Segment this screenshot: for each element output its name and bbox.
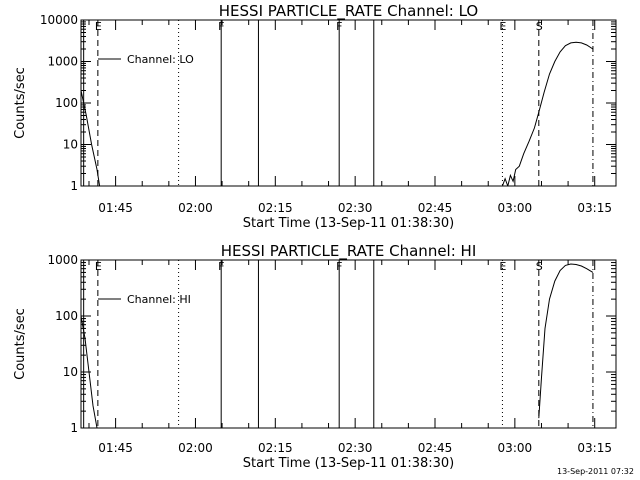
x-tick-label: 01:45 bbox=[98, 201, 133, 215]
x-tick-label: 02:30 bbox=[338, 441, 373, 455]
x-tick-label: 02:45 bbox=[418, 441, 453, 455]
x-tick-label: 03:00 bbox=[498, 201, 533, 215]
x-tick-label: 01:45 bbox=[98, 441, 133, 455]
y-tick-label: 10 bbox=[63, 365, 78, 379]
x-tick-label: 02:00 bbox=[178, 201, 213, 215]
x-tick-label: 03:15 bbox=[577, 201, 612, 215]
y-tick-label: 1 bbox=[70, 179, 78, 193]
chart-panel-1: HESSI PARTICLE_RATE Channel: LO Counts/se… bbox=[13, 2, 617, 231]
marker-label: F bbox=[336, 20, 342, 33]
x-axis-label: Start Time (13-Sep-11 01:38:30) bbox=[243, 216, 454, 231]
marker-label: F bbox=[336, 260, 342, 273]
y-tick-label: 10 bbox=[63, 138, 78, 152]
y-tick-label: 100 bbox=[55, 309, 78, 323]
plot-frame bbox=[80, 259, 617, 429]
chart-title: HESSI PARTICLE_RATE Channel: LO bbox=[219, 2, 478, 21]
plot-frame bbox=[80, 19, 617, 187]
marker-label: E bbox=[95, 260, 102, 273]
y-axis-label: Counts/sec bbox=[13, 308, 28, 380]
marker-label: F bbox=[218, 20, 224, 33]
x-tick-label: 02:15 bbox=[258, 441, 293, 455]
y-tick-label: 1000 bbox=[47, 253, 78, 267]
x-tick-label: 02:15 bbox=[258, 201, 293, 215]
series-line-segment-1 bbox=[81, 90, 101, 186]
marker-label: S bbox=[536, 260, 543, 273]
marker-label: E bbox=[95, 20, 102, 33]
marker-label: E bbox=[499, 260, 506, 273]
x-tick-label: 02:45 bbox=[418, 201, 453, 215]
legend-label: Channel: LO bbox=[127, 53, 194, 66]
x-axis-label: Start Time (13-Sep-11 01:38:30) bbox=[243, 456, 454, 471]
x-tick-label: 02:30 bbox=[338, 201, 373, 215]
marker-label: E bbox=[499, 20, 506, 33]
legend-label: Channel: HI bbox=[127, 293, 191, 306]
y-tick-label: 1 bbox=[70, 421, 78, 435]
marker-label: F bbox=[218, 260, 224, 273]
y-tick-label: 100 bbox=[55, 96, 78, 110]
chart-panel-2: HESSI PARTICLE_RATE Channel: HI Counts/se… bbox=[13, 242, 617, 471]
x-tick-label: 03:15 bbox=[577, 441, 612, 455]
generated-timestamp: 13-Sep-2011 07:32 bbox=[557, 467, 634, 476]
series-line-segment-2 bbox=[501, 41, 594, 186]
x-tick-label: 03:00 bbox=[498, 441, 533, 455]
y-tick-label: 10000 bbox=[40, 13, 78, 27]
y-tick-label: 1000 bbox=[47, 55, 78, 69]
series-line-segment-1 bbox=[81, 315, 98, 428]
chart-title: HESSI PARTICLE_RATE Channel: HI bbox=[221, 242, 477, 261]
y-axis-label: Counts/sec bbox=[13, 67, 28, 139]
marker-label: S bbox=[536, 20, 543, 33]
x-tick-label: 02:00 bbox=[178, 441, 213, 455]
series-line-segment-2 bbox=[538, 263, 594, 419]
